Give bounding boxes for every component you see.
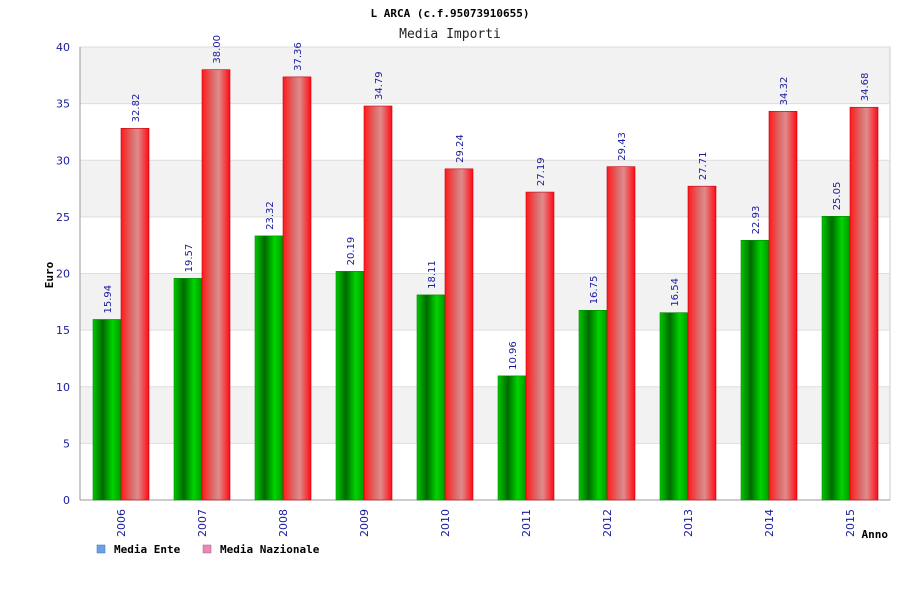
- value-label-media-nazionale: 34.79: [374, 71, 385, 100]
- x-tick-label: 2006: [115, 509, 128, 537]
- value-label-media-ente: 18.11: [427, 260, 438, 289]
- bar-media-nazionale: [687, 185, 717, 501]
- value-label-media-nazionale: 32.82: [131, 94, 142, 123]
- bar-media-ente: [335, 271, 365, 501]
- y-tick-label: 5: [63, 437, 70, 450]
- value-label-media-ente: 20.19: [346, 237, 357, 266]
- x-tick-label: 2015: [844, 509, 857, 537]
- x-tick-label: 2008: [277, 509, 290, 537]
- bar-media-nazionale: [201, 69, 231, 501]
- x-tick-label: 2007: [196, 509, 209, 537]
- bar-media-nazionale: [606, 166, 636, 501]
- value-label-media-nazionale: 34.32: [779, 77, 790, 106]
- x-tick-label: 2011: [520, 509, 533, 537]
- value-label-media-ente: 23.32: [265, 201, 276, 230]
- bar-media-ente: [578, 310, 608, 501]
- value-label-media-ente: 22.93: [751, 206, 762, 235]
- legend-swatch-media-ente: [96, 544, 106, 554]
- bar-media-ente: [821, 216, 851, 501]
- x-tick-label: 2012: [601, 509, 614, 537]
- value-label-media-nazionale: 34.68: [860, 73, 871, 102]
- value-label-media-ente: 19.57: [184, 244, 195, 273]
- value-label-media-ente: 25.05: [832, 182, 843, 211]
- bar-media-ente: [659, 312, 689, 501]
- y-tick-label: 35: [56, 98, 70, 111]
- legend-swatch-media-nazionale: [202, 544, 212, 554]
- value-label-media-nazionale: 29.24: [455, 134, 466, 163]
- value-label-media-ente: 16.54: [670, 278, 681, 307]
- y-tick-label: 10: [56, 381, 70, 394]
- bar-media-ente: [497, 375, 527, 501]
- y-tick-label: 25: [56, 211, 70, 224]
- value-label-media-nazionale: 38.00: [212, 35, 223, 64]
- x-tick-label: 2014: [763, 509, 776, 537]
- x-tick-label: 2009: [358, 509, 371, 537]
- y-tick-label: 30: [56, 154, 70, 167]
- y-tick-label: 20: [56, 268, 70, 281]
- x-tick-label: 2013: [682, 509, 695, 537]
- value-label-media-nazionale: 29.43: [617, 132, 628, 161]
- legend: Media Ente Media Nazionale: [96, 543, 320, 556]
- bar-media-nazionale: [282, 76, 312, 501]
- x-axis-label: Anno: [862, 528, 889, 541]
- legend-label-media-nazionale: Media Nazionale: [220, 543, 320, 556]
- plot-area: 15.94 32.82 19.57 38.00 23.32 37.36 20.19 34.79…: [79, 35, 891, 501]
- y-tick-label: 15: [56, 324, 70, 337]
- value-label-media-ente: 15.94: [103, 285, 114, 314]
- bar-media-nazionale: [120, 128, 150, 501]
- legend-label-media-ente: Media Ente: [114, 543, 181, 556]
- bar-media-nazionale: [363, 105, 393, 501]
- value-label-media-nazionale: 27.71: [698, 152, 709, 181]
- value-label-media-ente: 10.96: [508, 341, 519, 370]
- bar-media-nazionale: [525, 191, 555, 501]
- value-label-media-nazionale: 27.19: [536, 157, 547, 186]
- bar-media-ente: [254, 235, 284, 501]
- bar-media-ente: [416, 294, 446, 501]
- chart-title: L ARCA (c.f.95073910655): [371, 7, 530, 20]
- y-tick-label: 40: [56, 41, 70, 54]
- bar-media-ente: [740, 240, 770, 501]
- bar-media-nazionale: [849, 106, 879, 501]
- value-label-media-nazionale: 37.36: [293, 42, 304, 71]
- x-tick-label: 2010: [439, 509, 452, 537]
- y-tick-label: 0: [63, 494, 70, 507]
- bar-media-ente: [92, 319, 122, 501]
- y-axis-label: Euro: [43, 261, 56, 288]
- bar-media-nazionale: [768, 111, 798, 501]
- chart-subtitle: Media Importi: [399, 27, 501, 42]
- bar-media-ente: [173, 278, 203, 501]
- value-label-media-ente: 16.75: [589, 276, 600, 305]
- bar-media-nazionale: [444, 168, 474, 501]
